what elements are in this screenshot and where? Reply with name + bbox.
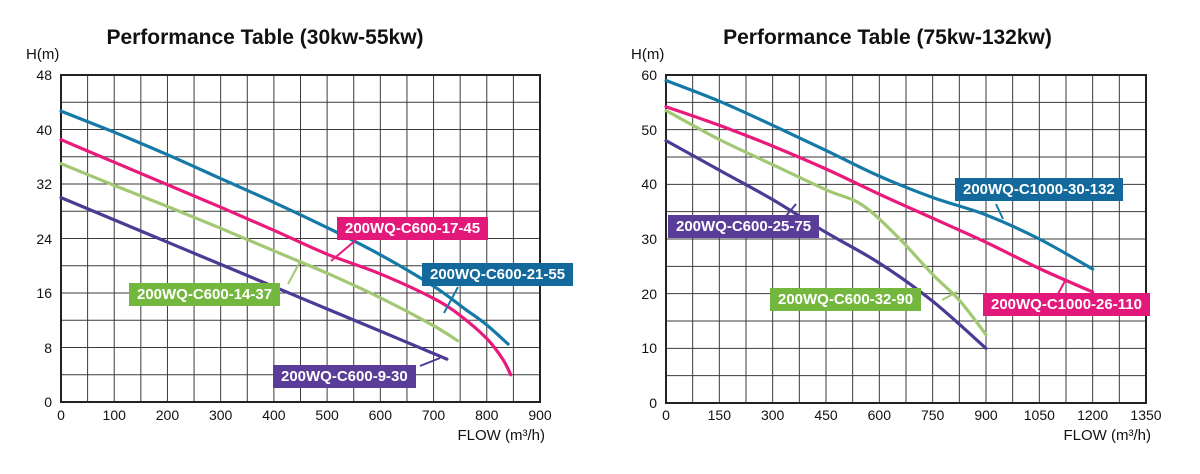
x-tick-0-700: 700 <box>421 407 446 423</box>
series-label-200WQ-C600-25-75: 200WQ-C600-25-75 <box>668 215 820 238</box>
label-leader-200WQ-C1000-30-132 <box>995 203 1004 220</box>
label-leader-200WQ-C1000-26-110 <box>1057 278 1067 295</box>
y-tick-0-8: 8 <box>44 339 52 356</box>
series-label-200WQ-C600-32-90: 200WQ-C600-32-90 <box>770 288 922 311</box>
series-label-200WQ-C600-21-55: 200WQ-C600-21-55 <box>422 263 574 286</box>
x-tick-1-300: 300 <box>760 407 785 423</box>
x-tick-1-150: 150 <box>707 407 731 423</box>
x-tick-0-200: 200 <box>155 407 180 423</box>
label-leader-200WQ-C600-9-30 <box>419 357 441 367</box>
curve-200WQ-C600-14-37 <box>59 162 460 343</box>
curve-200WQ-C600-17-45 <box>59 138 513 377</box>
grid-1 <box>665 74 1147 404</box>
x-axis-label: FLOW (m³/h) <box>1063 427 1152 444</box>
label-leader-200WQ-C600-25-75 <box>785 203 797 217</box>
x-axis-label: FLOW (m³/h) <box>457 427 546 444</box>
curve-200WQ-C1000-26-110 <box>664 105 1095 294</box>
series-label-200WQ-C1000-26-110: 200WQ-C1000-26-110 <box>983 293 1150 316</box>
x-tick-1-1050: 1050 <box>1023 407 1055 423</box>
x-tick-1-1350: 1350 <box>1130 407 1162 423</box>
y-tick-0-24: 24 <box>36 230 52 247</box>
curve-200WQ-C600-21-55 <box>59 109 510 346</box>
y-tick-1-20: 20 <box>641 285 657 302</box>
y-tick-1-40: 40 <box>641 176 657 193</box>
x-tick-0-400: 400 <box>262 407 286 423</box>
label-leader-200WQ-C600-17-45 <box>330 239 357 262</box>
y-tick-1-30: 30 <box>641 231 657 247</box>
label-leader-200WQ-C600-21-55 <box>443 286 459 314</box>
y-tick-1-60: 60 <box>641 67 657 83</box>
x-tick-0-100: 100 <box>102 407 126 423</box>
label-leader-200WQ-C600-14-37 <box>287 259 302 285</box>
x-tick-0-300: 300 <box>208 407 233 423</box>
curve-200WQ-C600-9-30 <box>59 196 449 361</box>
y-tick-0-40: 40 <box>36 121 52 138</box>
y-tick-0-48: 48 <box>36 67 52 83</box>
y-tick-1-10: 10 <box>641 340 657 357</box>
x-tick-0-600: 600 <box>368 407 392 423</box>
x-tick-0-900: 900 <box>528 407 552 423</box>
chart-title: Performance Table (75kw-132kw) <box>723 26 1052 49</box>
series-label-200WQ-C600-9-30: 200WQ-C600-9-30 <box>273 365 416 388</box>
y-tick-1-50: 50 <box>641 121 657 138</box>
y-tick-0-0: 0 <box>44 394 52 410</box>
y-axis-label: H(m) <box>631 46 665 63</box>
y-tick-0-16: 16 <box>36 285 52 301</box>
series-label-200WQ-C600-17-45: 200WQ-C600-17-45 <box>337 217 489 240</box>
x-tick-1-450: 450 <box>814 407 838 423</box>
x-tick-1-600: 600 <box>867 407 891 423</box>
y-tick-0-32: 32 <box>36 176 52 192</box>
y-axis-label: H(m) <box>26 46 60 63</box>
x-tick-1-900: 900 <box>974 407 998 423</box>
series-label-200WQ-C600-14-37: 200WQ-C600-14-37 <box>129 283 281 306</box>
x-tick-1-750: 750 <box>920 407 945 423</box>
series-label-200WQ-C1000-30-132: 200WQ-C1000-30-132 <box>955 178 1123 201</box>
curve-200WQ-C600-32-90 <box>664 108 988 337</box>
x-tick-0-800: 800 <box>475 407 499 423</box>
curve-200WQ-C1000-30-132 <box>664 78 1095 271</box>
curve-200WQ-C600-25-75 <box>664 139 988 350</box>
chart-title: Performance Table (30kw-55kw) <box>106 26 424 49</box>
x-tick-0-500: 500 <box>315 407 339 423</box>
y-tick-1-0: 0 <box>649 395 657 411</box>
x-tick-1-0: 0 <box>662 407 670 423</box>
x-tick-0-0: 0 <box>57 407 65 423</box>
label-leader-200WQ-C600-32-90 <box>941 291 958 301</box>
x-tick-1-1200: 1200 <box>1077 407 1109 423</box>
